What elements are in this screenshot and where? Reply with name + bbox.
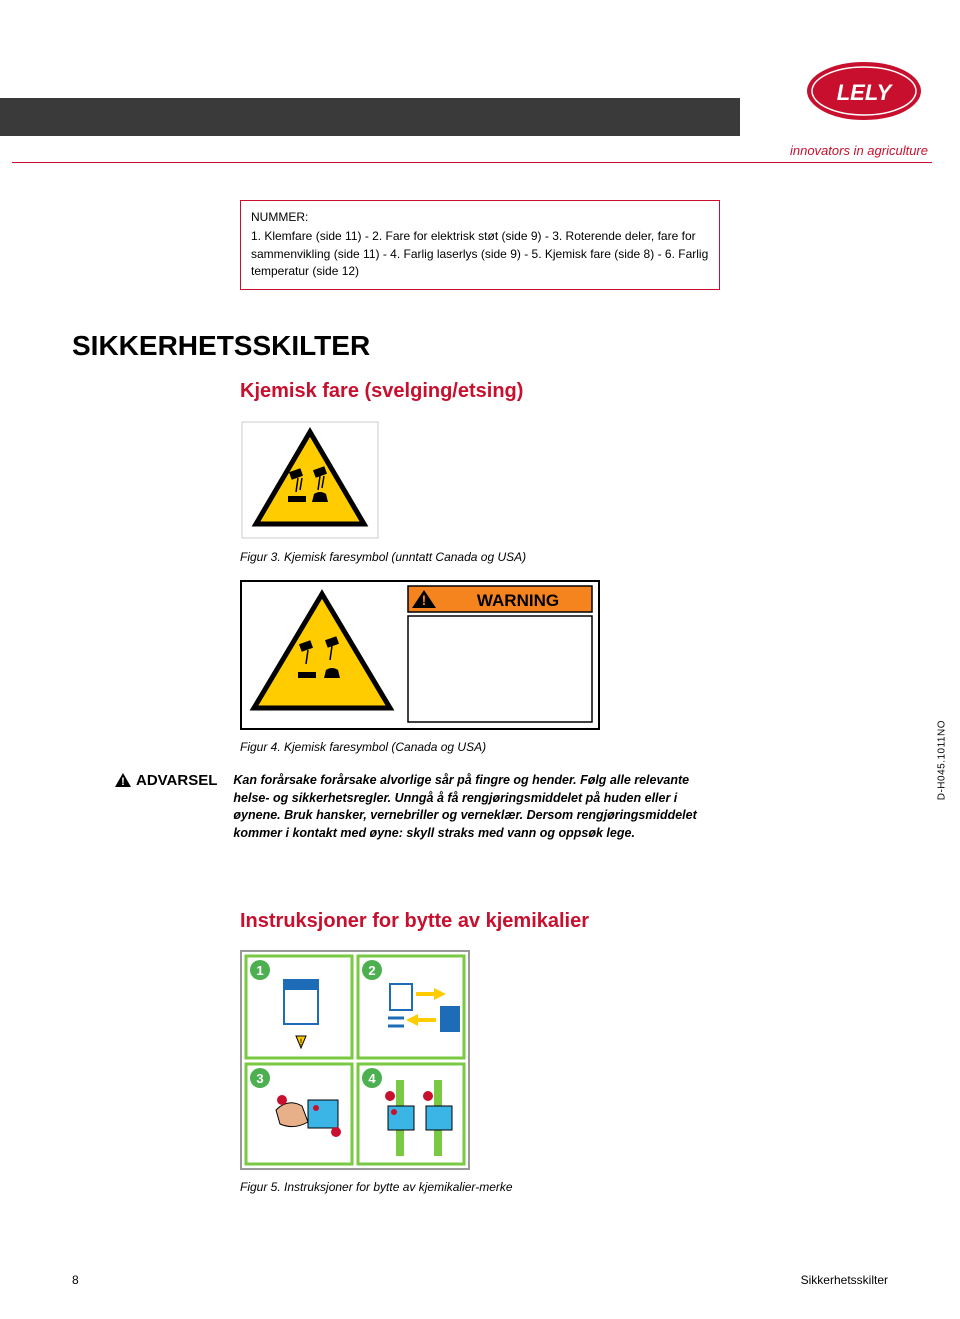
figure-4-caption: Figur 4. Kjemisk faresymbol (Canada og U… — [240, 740, 486, 754]
nummer-body: 1. Klemfare (side 11) - 2. Fare for elek… — [251, 228, 709, 280]
advarsel-text: Kan forårsake forårsake alvorlige sår på… — [233, 772, 724, 842]
figure-5-caption: Figur 5. Instruksjoner for bytte av kjem… — [240, 1180, 513, 1194]
advarsel-label-text: ADVARSEL — [136, 772, 217, 789]
document-code: D-H045.1011NO — [936, 720, 947, 800]
svg-text:4: 4 — [368, 1071, 376, 1086]
svg-text:WARNING: WARNING — [477, 591, 559, 610]
svg-text:!: ! — [422, 592, 427, 608]
advarsel-block: ! ADVARSEL Kan forårsake forårsake alvor… — [114, 772, 724, 842]
warning-triangle-icon: ! — [114, 772, 132, 788]
page-number: 8 — [72, 1273, 79, 1287]
figure-5-image: 1 ! 2 3 4 — [240, 950, 470, 1175]
page-section-label: Sikkerhetsskilter — [801, 1273, 888, 1287]
tagline: innovators in agriculture — [790, 142, 928, 160]
tagline-rule — [12, 162, 932, 163]
svg-text:!: ! — [121, 776, 125, 788]
figure-3-image — [240, 420, 380, 545]
subheading-kjemisk: Kjemisk fare (svelging/etsing) — [240, 380, 523, 403]
svg-text:LELY: LELY — [837, 80, 894, 105]
figure-3-caption: Figur 3. Kjemisk faresymbol (unntatt Can… — [240, 550, 526, 564]
header-bar — [0, 98, 740, 136]
svg-text:!: ! — [300, 1037, 303, 1047]
main-heading: SIKKERHETSSKILTER — [72, 330, 370, 362]
tagline-text: innovators in agriculture — [790, 143, 928, 158]
svg-text:2: 2 — [368, 963, 375, 978]
advarsel-label: ! ADVARSEL — [114, 772, 217, 842]
nummer-title: NUMMER: — [251, 209, 709, 226]
subheading-instruksjoner: Instruksjoner for bytte av kjemikalier — [240, 910, 589, 933]
nummer-box: NUMMER: 1. Klemfare (side 11) - 2. Fare … — [240, 200, 720, 290]
svg-text:1: 1 — [256, 963, 263, 978]
svg-text:3: 3 — [256, 1071, 263, 1086]
figure-4-image: ! WARNING — [240, 580, 600, 735]
brand-logo: LELY — [804, 56, 924, 126]
